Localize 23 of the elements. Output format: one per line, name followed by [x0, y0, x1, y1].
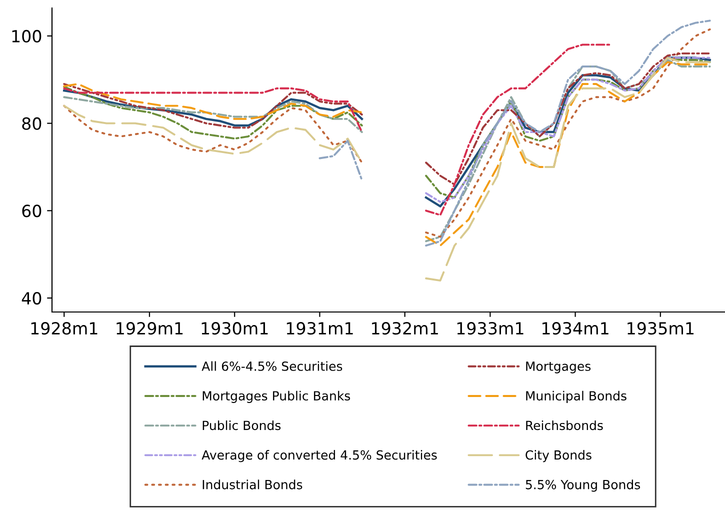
y-tick-label: 80	[22, 117, 42, 130]
legend-label: Reichsbonds	[526, 420, 603, 430]
legend-label: All 6%-4.5% Securities	[202, 361, 342, 371]
x-tick-label: 1933m1	[457, 322, 524, 335]
y-tick-label: 40	[22, 292, 42, 305]
legend-label: Industrial Bonds	[202, 480, 302, 490]
x-tick-label: 1935m1	[628, 322, 694, 335]
x-tick-label: 1934m1	[542, 322, 608, 335]
y-tick-label: 100	[12, 30, 42, 43]
x-tick-label: 1932m1	[372, 322, 438, 335]
legend-label: 5.5% Young Bonds	[526, 480, 640, 492]
x-tick-label: 1929m1	[116, 322, 183, 335]
legend-label: Public Bonds	[202, 420, 281, 430]
legend-label: Average of converted 4.5% Securities	[202, 450, 437, 462]
legend-label: Mortgages Public Banks	[202, 390, 350, 403]
legend-label: Municipal Bonds	[526, 390, 626, 403]
x-tick-label: 1930m1	[202, 322, 268, 335]
y-tick-label: 60	[22, 204, 42, 218]
x-tick-label: 1931m1	[286, 322, 353, 335]
x-tick-label: 1928m1	[31, 322, 98, 335]
legend-label: City Bonds	[526, 450, 592, 462]
line-series	[425, 56, 711, 203]
legend-label: Mortgages	[526, 362, 591, 374]
